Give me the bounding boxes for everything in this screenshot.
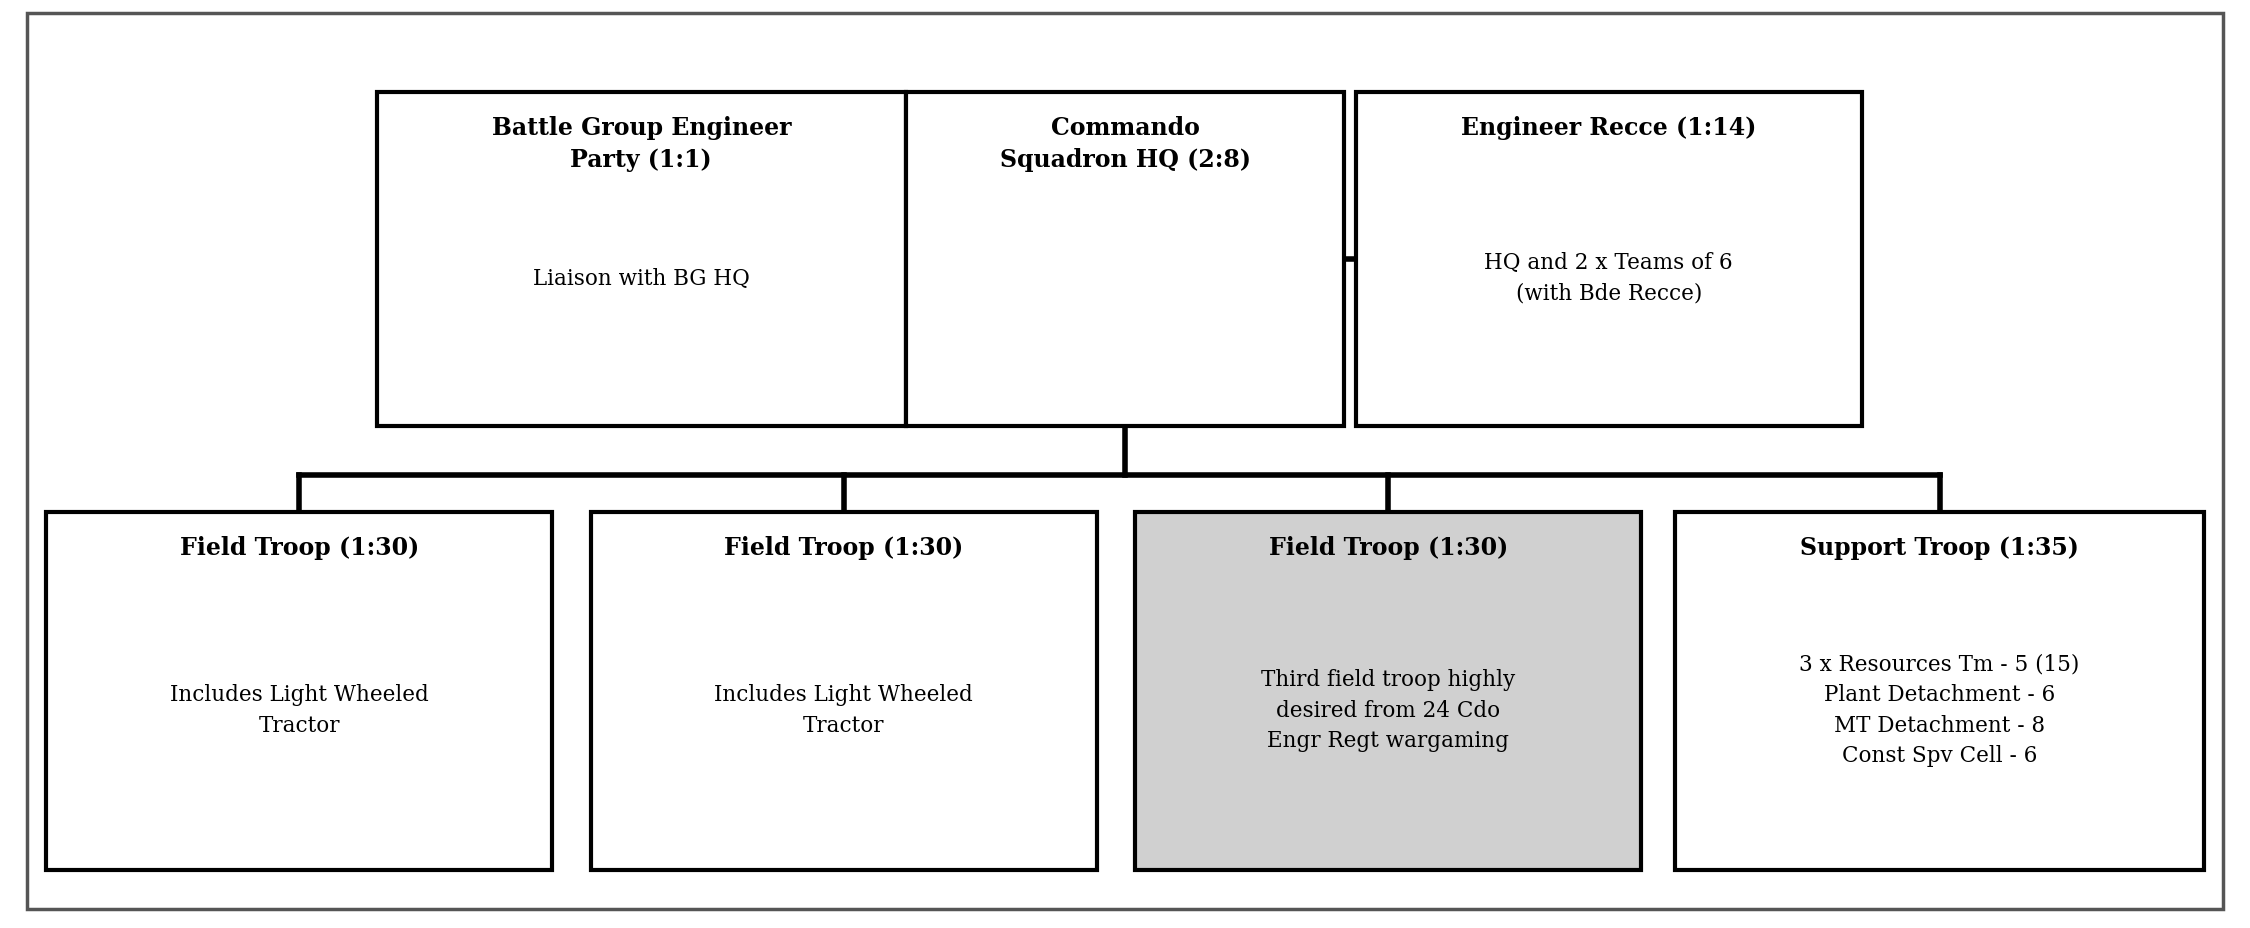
Text: Support Troop (1:35): Support Troop (1:35) [1800,536,2079,560]
FancyBboxPatch shape [904,93,1343,427]
Text: Field Troop (1:30): Field Troop (1:30) [724,536,963,560]
Text: Includes Light Wheeled
Tractor: Includes Light Wheeled Tractor [716,684,972,736]
Text: Commando
Squadron HQ (2:8): Commando Squadron HQ (2:8) [999,116,1251,172]
Text: Field Troop (1:30): Field Troop (1:30) [1269,536,1508,560]
Text: 3 x Resources Tm - 5 (15)
Plant Detachment - 6
MT Detachment - 8
Const Spv Cell : 3 x Resources Tm - 5 (15) Plant Detachme… [1800,653,2079,767]
Text: HQ and 2 x Teams of 6
(with Bde Recce): HQ and 2 x Teams of 6 (with Bde Recce) [1485,252,1732,304]
FancyBboxPatch shape [47,512,554,870]
Text: Third field troop highly
desired from 24 Cdo
Engr Regt wargaming: Third field troop highly desired from 24… [1260,668,1517,752]
FancyBboxPatch shape [376,93,904,427]
FancyBboxPatch shape [590,512,1098,870]
Text: Engineer Recce (1:14): Engineer Recce (1:14) [1460,116,1757,140]
Text: Field Troop (1:30): Field Troop (1:30) [180,536,418,560]
FancyBboxPatch shape [1674,512,2205,870]
FancyBboxPatch shape [1354,93,1861,427]
Text: Battle Group Engineer
Party (1:1): Battle Group Engineer Party (1:1) [490,116,792,172]
Text: Liaison with BG HQ: Liaison with BG HQ [533,267,749,290]
Text: Includes Light Wheeled
Tractor: Includes Light Wheeled Tractor [171,684,428,736]
FancyBboxPatch shape [1134,512,1640,870]
